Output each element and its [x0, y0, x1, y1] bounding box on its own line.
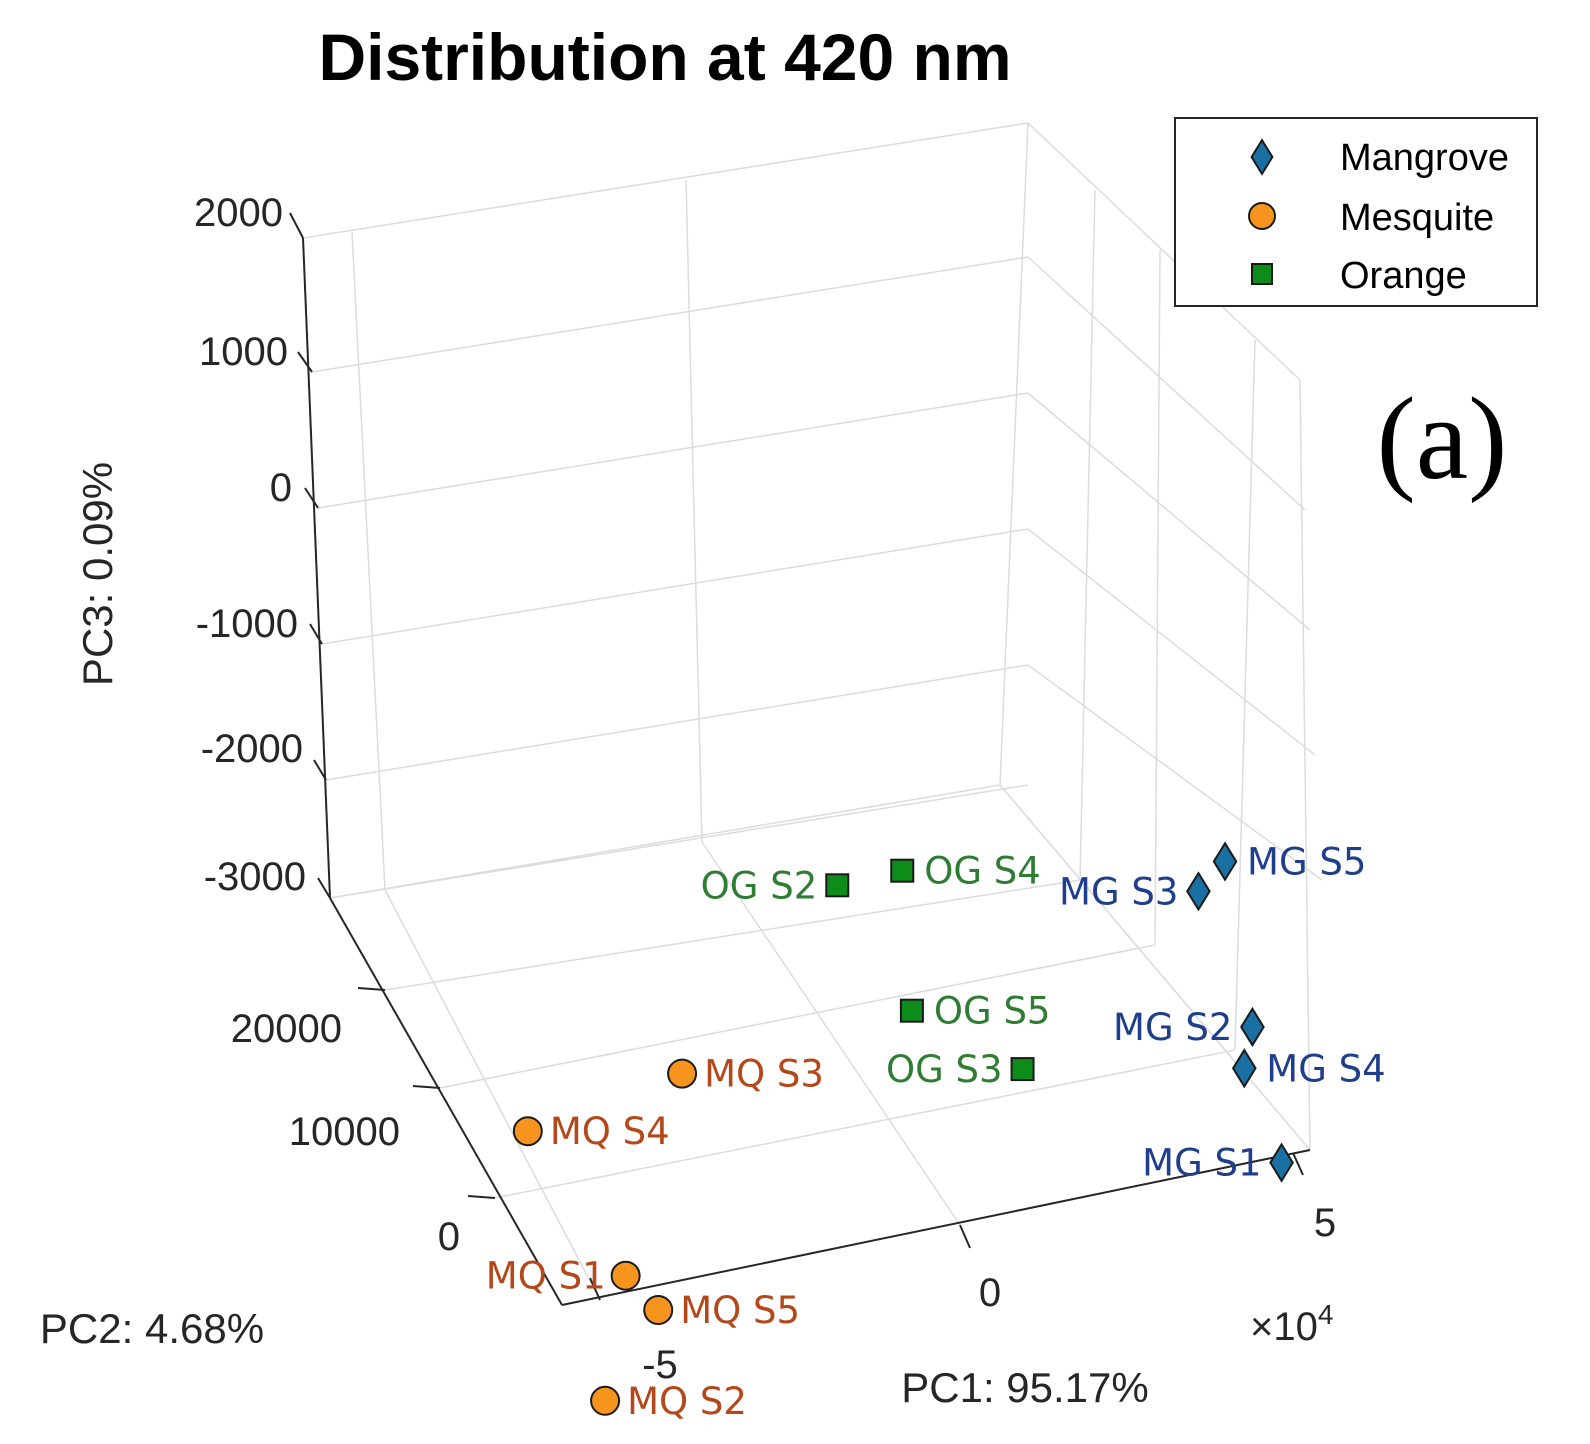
data-label-mg-s1: MG S1 — [1142, 1142, 1261, 1185]
y-axis-line — [329, 897, 563, 1306]
chart-title: Distribution at 420 nm — [318, 20, 1011, 94]
x-axis-label: PC1: 95.17% — [901, 1364, 1149, 1411]
z-tick-label: 2000 — [194, 191, 283, 235]
data-point-mg-s1 — [1269, 1142, 1294, 1183]
panel-label: (a) — [1377, 373, 1508, 504]
x-tick-label: -5 — [642, 1343, 678, 1387]
x-tick-label: 5 — [1314, 1201, 1336, 1245]
data-point-mq-s3 — [667, 1058, 698, 1089]
data-label-og-s5: OG S5 — [934, 990, 1051, 1033]
data-point-mq-s2 — [590, 1385, 621, 1416]
data-points: MG S1 MG S2 MG S3 MG S4 MG S5 MQ S1 MQ S2 MQ S3… — [486, 841, 1386, 1423]
legend: Mangrove Mesquite Orange — [1174, 117, 1538, 307]
legend-marker-mesquite — [1248, 202, 1276, 230]
back-wall-grid — [302, 122, 1029, 899]
floor-grid — [329, 784, 1311, 1306]
z-tick-label: -2000 — [201, 727, 303, 771]
y-tick-label: 10000 — [289, 1110, 400, 1154]
data-label-og-s2: OG S2 — [701, 864, 818, 907]
legend-box — [1174, 117, 1538, 307]
z-axis-line — [302, 237, 331, 899]
legend-marker-orange — [1251, 263, 1273, 285]
data-label-mq-s5: MQ S5 — [680, 1289, 800, 1332]
data-label-mq-s3: MQ S3 — [704, 1053, 824, 1096]
data-label-mq-s2: MQ S2 — [627, 1380, 747, 1423]
z-tick-label: -3000 — [204, 855, 306, 899]
data-point-mq-s4 — [512, 1116, 543, 1147]
data-label-mq-s1: MQ S1 — [486, 1255, 606, 1298]
data-point-mq-s1 — [610, 1260, 641, 1291]
data-point-mq-s5 — [643, 1295, 674, 1325]
z-tick-labels: 2000 1000 0 -1000 -2000 -3000 — [194, 191, 306, 899]
data-point-og-s4 — [890, 858, 915, 883]
legend-label-mangrove: Mangrove — [1340, 137, 1509, 179]
data-point-mg-s2 — [1240, 1006, 1265, 1048]
data-label-og-s4: OG S4 — [924, 850, 1041, 893]
y-axis-label: PC2: 4.68% — [40, 1305, 264, 1352]
z-tick-label: -1000 — [196, 602, 298, 646]
series-mangrove: MG S1 MG S2 MG S3 MG S4 MG S5 — [1059, 841, 1386, 1185]
x-tick-label: 0 — [979, 1271, 1001, 1315]
legend-label-orange: Orange — [1340, 255, 1467, 297]
data-point-og-s2 — [825, 873, 850, 898]
data-label-mg-s4: MG S4 — [1266, 1047, 1385, 1090]
data-label-mg-s3: MG S3 — [1059, 870, 1178, 913]
y-tick-labels: 0 10000 20000 — [231, 1007, 460, 1259]
data-point-mg-s4 — [1231, 1048, 1257, 1089]
y-tick-label: 0 — [438, 1215, 460, 1259]
data-label-og-s3: OG S3 — [886, 1048, 1003, 1091]
series-mesquite: MQ S1 MQ S2 MQ S3 MQ S4 MQ S5 — [486, 1053, 824, 1423]
y-tick-label: 20000 — [231, 1007, 342, 1051]
z-tick-label: 0 — [270, 466, 292, 510]
legend-marker-mangrove — [1250, 138, 1274, 176]
x-exponent-label: ×104 — [1250, 1299, 1333, 1349]
data-point-og-s5 — [899, 998, 924, 1023]
data-label-mg-s2: MG S2 — [1113, 1006, 1232, 1049]
legend-label-mesquite: Mesquite — [1340, 197, 1494, 239]
data-point-mg-s3 — [1186, 871, 1211, 912]
z-axis-label: PC3: 0.09% — [74, 462, 121, 686]
data-point-og-s3 — [1010, 1057, 1035, 1082]
x-axis-line — [561, 1149, 1311, 1306]
axes — [289, 212, 1311, 1306]
z-tick-label: 1000 — [199, 330, 288, 374]
data-label-mg-s5: MG S5 — [1247, 841, 1366, 884]
x-tick-labels: -5 0 5 — [642, 1201, 1336, 1387]
data-label-mq-s4: MQ S4 — [550, 1110, 670, 1153]
data-point-mg-s5 — [1212, 841, 1238, 882]
